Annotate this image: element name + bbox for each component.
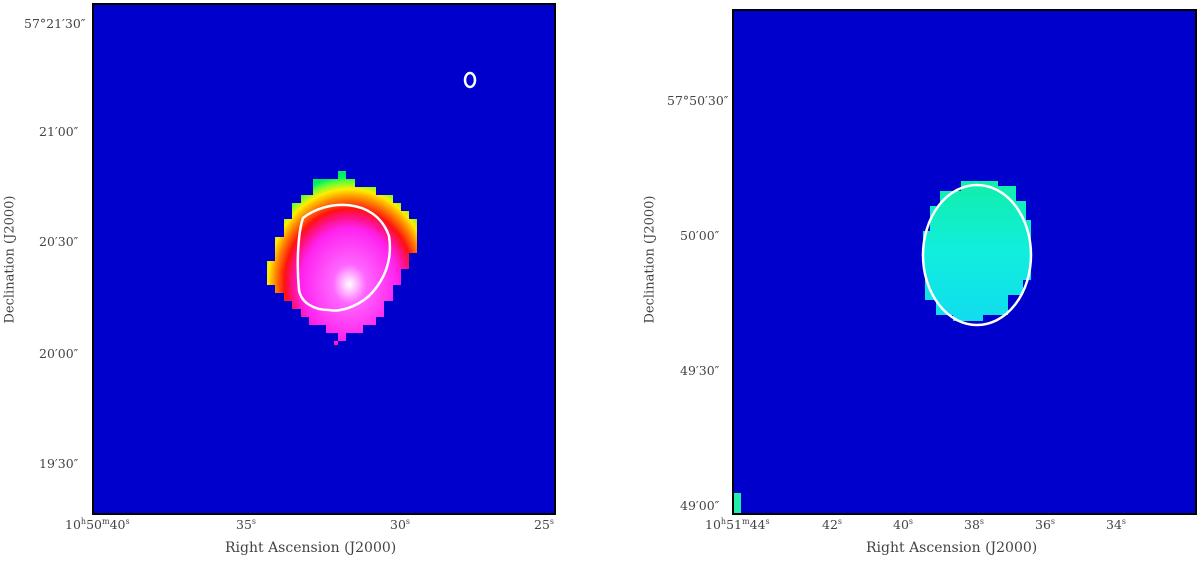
left-xtick-4: 25s xyxy=(534,517,555,533)
left-ytick-4: 20′00″ xyxy=(39,346,79,361)
right-cyan-blob xyxy=(923,181,1031,321)
left-image-canvas xyxy=(92,3,556,515)
left-xtick-1: 10h50m40s xyxy=(65,517,130,533)
right-ytick-3: 49′30″ xyxy=(680,363,720,378)
right-ylabel: Declination (J2000) xyxy=(642,195,658,324)
right-xtick-3: 40s xyxy=(893,517,914,533)
left-small-contour xyxy=(463,71,477,89)
left-xtick-2: 35s xyxy=(236,517,257,533)
right-xtick-4: 38s xyxy=(964,517,985,533)
left-image-panel xyxy=(92,3,556,515)
right-image-canvas xyxy=(732,9,1197,515)
right-ytick-2: 50′00″ xyxy=(680,228,720,243)
right-xtick-2: 42s xyxy=(822,517,843,533)
right-xtick-6: 34s xyxy=(1106,517,1127,533)
left-xlabel: Right Ascension (J2000) xyxy=(225,540,397,556)
right-xtick-5: 36s xyxy=(1035,517,1056,533)
left-ytick-3: 20′30″ xyxy=(39,234,79,249)
left-frame xyxy=(92,3,556,515)
left-xtick-3: 30s xyxy=(390,517,411,533)
right-corner-pixel xyxy=(734,493,741,513)
right-contour xyxy=(921,183,1033,327)
left-ylabel: Declination (J2000) xyxy=(2,195,18,324)
left-ytick-2: 21′00″ xyxy=(39,124,79,139)
right-frame xyxy=(732,9,1197,515)
left-ytick-1: 57°21′30″ xyxy=(24,16,86,31)
left-ytick-5: 19′30″ xyxy=(39,456,79,471)
right-ytick-4: 49′00″ xyxy=(680,498,720,513)
right-xlabel: Right Ascension (J2000) xyxy=(866,540,1038,556)
right-image-panel xyxy=(732,9,1197,515)
right-xtick-1: 10h51m44s xyxy=(705,517,770,533)
left-contour xyxy=(296,203,392,312)
right-ytick-1: 57°50′30″ xyxy=(667,93,729,108)
